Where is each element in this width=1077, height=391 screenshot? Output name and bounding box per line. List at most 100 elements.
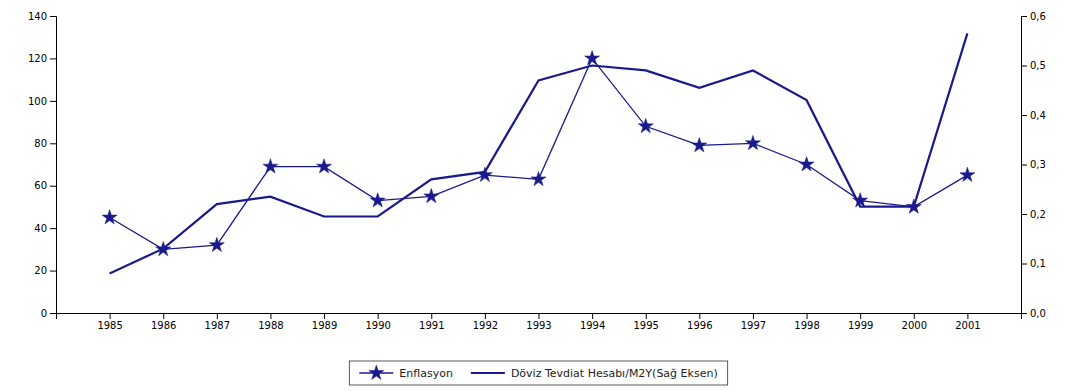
tick: 1991: [419, 313, 444, 331]
tick-mark: [110, 313, 111, 319]
y-axis: 020406080100120140: [28, 11, 57, 319]
tick-label: 1994: [580, 320, 605, 331]
tick-label: 20: [34, 265, 47, 276]
tick: 1985: [97, 313, 122, 331]
tick-label: 1997: [741, 320, 766, 331]
legend: Enflasyon Döviz Tevdiat Hesabı/M2Y(Sağ Ek…: [349, 361, 727, 385]
tick-mark: [50, 16, 56, 17]
tick-label: 1993: [526, 320, 551, 331]
legend-item: Döviz Tevdiat Hesabı/M2Y(Sağ Eksen): [471, 367, 718, 380]
tick-label: 1995: [633, 320, 658, 331]
tick-label: 0,3: [1030, 159, 1046, 170]
point: [585, 51, 600, 65]
point: [531, 171, 546, 185]
tick-label: 1990: [365, 320, 390, 331]
point: [853, 193, 868, 207]
tick: 1990: [365, 313, 390, 331]
tick: 1999: [848, 313, 873, 331]
tick-label: 80: [34, 138, 47, 149]
legend-marker: [369, 365, 384, 379]
legend-label: Döviz Tevdiat Hesabı/M2Y(Sağ Eksen): [511, 367, 718, 380]
tick-label: 0,1: [1030, 258, 1046, 269]
tick: 1989: [312, 313, 337, 331]
tick-mark: [1021, 115, 1027, 116]
point: [263, 159, 278, 173]
tick: 2001: [955, 313, 980, 331]
tick-label: 1989: [312, 320, 337, 331]
tick-label: 1988: [258, 320, 283, 331]
tick-label: 1991: [419, 320, 444, 331]
tick-mark: [860, 313, 861, 319]
tick-label: 1992: [473, 320, 498, 331]
point: [745, 135, 760, 149]
tick-mark: [217, 313, 218, 319]
tick-mark: [378, 313, 379, 319]
point: [156, 241, 171, 255]
tick: 0,4: [1021, 110, 1046, 121]
tick: 1995: [633, 313, 658, 331]
tick-label: 0,0: [1030, 308, 1046, 319]
tick-mark: [50, 143, 56, 144]
tick-mark: [1021, 165, 1027, 166]
point: [692, 138, 707, 152]
tick-mark: [50, 58, 56, 59]
tick-mark: [50, 271, 56, 272]
legend-label: Enflasyon: [399, 367, 453, 380]
tick-label: 1999: [848, 320, 873, 331]
axis-line: [1022, 17, 1028, 314]
tick: 0,6: [1021, 11, 1046, 22]
tick-mark: [539, 313, 540, 319]
marks: [102, 33, 975, 273]
point: [424, 188, 439, 202]
tick-mark: [50, 228, 56, 229]
tick-mark: [1021, 214, 1027, 215]
tick-label: 2000: [902, 320, 927, 331]
chart: 1985 1986 1987 1988 1989 1990 1991 1992 1993 1994…: [0, 0, 1077, 391]
plot: 1985 1986 1987 1988 1989 1990 1991 1992 1993 1994…: [28, 11, 1046, 331]
point: [209, 237, 224, 251]
point: [102, 210, 117, 224]
tick: 140: [28, 11, 56, 22]
point: [799, 157, 814, 171]
legend-item: Enflasyon: [359, 365, 453, 380]
tick-mark: [646, 313, 647, 319]
tick-label: 1987: [205, 320, 230, 331]
tick: 80: [34, 138, 56, 149]
y2-axis: 0,00,10,20,30,40,50,6: [1021, 11, 1046, 319]
tick: 1986: [151, 313, 176, 331]
tick-mark: [324, 313, 325, 319]
tick-label: 0,6: [1030, 11, 1046, 22]
tick: 1998: [794, 313, 819, 331]
tick: 20: [34, 265, 56, 276]
point: [906, 199, 921, 213]
tick: 1993: [526, 313, 551, 331]
tick-mark: [50, 186, 56, 187]
tick: 1992: [473, 313, 498, 331]
tick-label: 1996: [687, 320, 712, 331]
tick-label: 2001: [955, 320, 980, 331]
tick: 1997: [741, 313, 766, 331]
tick-mark: [1021, 16, 1027, 17]
tick-mark: [50, 313, 56, 314]
tick-label: 0,4: [1030, 110, 1046, 121]
series-line: [110, 58, 968, 249]
tick: 100: [28, 96, 56, 107]
tick: 1988: [258, 313, 283, 331]
point: [638, 118, 653, 132]
point: [960, 167, 975, 181]
tick: 0,2: [1021, 209, 1046, 220]
tick-label: 120: [28, 53, 47, 64]
tick-mark: [699, 313, 700, 319]
tick-label: 1985: [97, 320, 122, 331]
tick-label: 1986: [151, 320, 176, 331]
series-line: [110, 33, 968, 273]
tick-label: 0: [41, 308, 47, 319]
tick-mark: [1021, 66, 1027, 67]
tick: 1987: [205, 313, 230, 331]
tick-mark: [270, 313, 271, 319]
tick-mark: [914, 313, 915, 319]
point: [370, 193, 385, 207]
tick: 40: [34, 223, 56, 234]
tick-mark: [592, 313, 593, 319]
x-axis: 1985 1986 1987 1988 1989 1990 1991 1992 1993 1994…: [57, 313, 1022, 331]
